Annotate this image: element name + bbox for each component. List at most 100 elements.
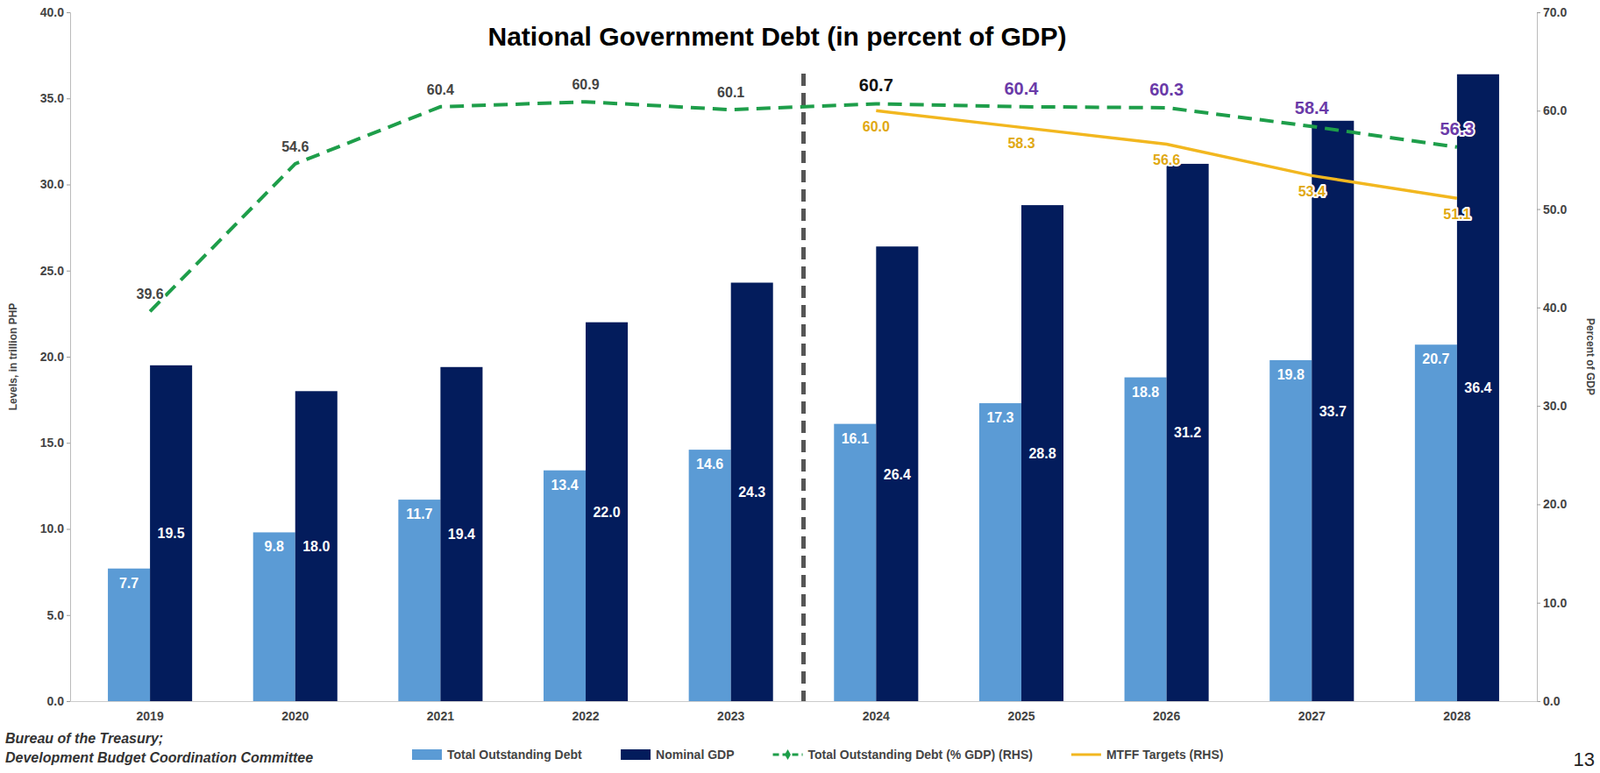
y2-tick-label: 10.0 (1543, 596, 1567, 611)
page-number: 13 (1573, 748, 1595, 771)
y2-tick-label: 0.0 (1543, 694, 1561, 709)
bar (875, 246, 918, 702)
bar-series (149, 74, 1500, 702)
bar-label: 20.7 (1422, 351, 1450, 367)
x-tick-label: 2025 (1007, 709, 1035, 724)
x-tick-label: 2019 (136, 709, 164, 724)
bar-label: 18.8 (1131, 384, 1160, 400)
bar-label: 24.3 (738, 484, 766, 500)
bar-label: 16.1 (841, 431, 869, 447)
y-tick-label: 25.0 (40, 263, 64, 278)
line-label: 60.7 (859, 75, 894, 95)
x-tick: 2020 (281, 701, 309, 724)
data-labels: 7.79.811.713.414.616.117.318.819.820.719… (119, 75, 1493, 591)
bar (253, 532, 296, 702)
bar-label: 7.7 (119, 576, 139, 591)
y-tick-label: 30.0 (40, 177, 64, 192)
y-tick-mark (66, 270, 71, 272)
legend-label: Total Outstanding Debt (447, 747, 583, 762)
bar (1166, 163, 1209, 702)
legend-item: Total Outstanding Debt (% GDP) (RHS) (773, 747, 1033, 762)
line-label: 39.6 (136, 286, 164, 302)
bar-label: 11.7 (405, 506, 433, 522)
bar-label: 17.3 (986, 410, 1014, 426)
y-tick-label: 10.0 (40, 521, 64, 536)
y2-tick-mark (1536, 701, 1541, 703)
bar-label: 13.4 (550, 477, 578, 493)
chart-container: 0.05.010.015.020.025.030.035.040.00.010.… (0, 0, 1600, 773)
bar (1415, 344, 1458, 702)
bar-series (107, 344, 1458, 702)
y-tick-label: 20.0 (40, 349, 64, 364)
y-axis-line (66, 13, 72, 703)
legend-swatch (620, 749, 651, 761)
y2-tick: 60.0 (1536, 103, 1567, 118)
chart-title: National Government Debt (in percent of … (487, 21, 1067, 51)
bar (440, 367, 483, 702)
x-tick: 2028 (1443, 701, 1471, 724)
y-tick: 10.0 (40, 521, 71, 536)
y-tick: 20.0 (40, 349, 71, 364)
x-tick: 2019 (136, 701, 164, 724)
y2-tick-mark (1536, 504, 1541, 505)
legend-swatch (412, 749, 442, 761)
line-label: 60.1 (717, 85, 745, 100)
line-label: 56.3 (1439, 119, 1474, 139)
line-label: 60.0 (862, 119, 890, 135)
bar-label: 28.8 (1028, 446, 1056, 462)
x-tick: 2024 (862, 701, 890, 724)
line-label: 51.1 (1443, 206, 1471, 222)
y2-tick-label: 50.0 (1543, 202, 1567, 217)
y-tick-mark (66, 701, 71, 703)
x-tick-label: 2027 (1298, 709, 1326, 724)
legend: Total Outstanding Debt Nominal GDP Total O… (412, 747, 1224, 762)
legend-marker (784, 749, 791, 761)
bar-label: 19.4 (448, 526, 476, 542)
line-label: 54.6 (281, 139, 309, 155)
y2-tick: 50.0 (1536, 202, 1567, 217)
bar (1269, 360, 1312, 702)
legend-label: Nominal GDP (655, 747, 734, 762)
y2-tick-mark (1536, 209, 1541, 211)
bar (398, 499, 441, 702)
y-tick: 25.0 (40, 263, 71, 278)
line-label: 53.4 (1298, 184, 1326, 200)
x-tick: 2023 (717, 701, 745, 724)
bar-label: 33.7 (1319, 404, 1347, 420)
x-tick-label: 2026 (1152, 709, 1181, 724)
x-tick: 2022 (571, 701, 599, 724)
y2-tick-mark (1536, 110, 1541, 112)
projection-divider (801, 73, 806, 702)
x-tick: 2021 (426, 701, 455, 724)
y2-tick: 30.0 (1536, 398, 1567, 413)
y-tick-label: 5.0 (47, 608, 65, 623)
bar (585, 322, 628, 702)
y-tick: 15.0 (40, 435, 71, 450)
x-tick-label: 2024 (862, 709, 890, 724)
bar (543, 470, 586, 702)
bar (1311, 120, 1354, 702)
legend-swatch (1071, 753, 1102, 757)
bar-label: 36.4 (1464, 380, 1492, 396)
y-tick-mark (66, 356, 71, 358)
y-tick-label: 40.0 (40, 5, 64, 20)
legend-label: Total Outstanding Debt (% GDP) (RHS) (808, 747, 1033, 762)
y-tick-mark (66, 184, 71, 186)
legend-label: MTFF Targets (RHS) (1106, 747, 1224, 762)
y2-tick-label: 40.0 (1543, 300, 1567, 315)
y-tick-mark (66, 529, 71, 531)
bar-label: 9.8 (264, 539, 285, 555)
y-tick: 5.0 (47, 608, 71, 623)
y2-axis: 0.010.020.030.040.050.060.070.0 (1536, 5, 1567, 709)
source-line: Development Budget Coordination Committe… (5, 750, 313, 766)
y2-tick: 20.0 (1536, 497, 1567, 512)
line (875, 110, 1458, 199)
y-tick: 40.0 (40, 5, 71, 20)
legend-item: Nominal GDP (620, 747, 734, 762)
line-label: 60.4 (1003, 78, 1039, 99)
legend-item: MTFF Targets (RHS) (1071, 747, 1224, 762)
bar-label: 14.6 (696, 456, 724, 472)
line-label: 58.4 (1294, 98, 1330, 118)
x-tick-label: 2021 (426, 709, 455, 724)
x-axis: 2019 2020 2021 2022 2023 2024 2025 2026 2027 2028 (71, 701, 1538, 724)
